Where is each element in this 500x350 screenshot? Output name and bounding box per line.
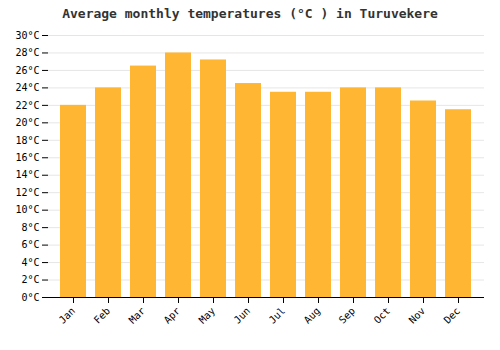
svg-text:4°C: 4°C — [21, 257, 39, 268]
svg-text:0°C: 0°C — [21, 292, 39, 303]
svg-text:2°C: 2°C — [21, 274, 39, 285]
html-text:Average monthly temperatures (: Average monthly temperatures (°C ) in Tu… — [62, 6, 438, 21]
svg-text:6°C: 6°C — [21, 239, 39, 250]
svg-text:16°C: 16°C — [15, 152, 39, 163]
svg-text:Mar: Mar — [127, 305, 148, 326]
svg-text:26°C: 26°C — [15, 65, 39, 76]
svg-text:Aug: Aug — [302, 305, 323, 326]
svg-text:Feb: Feb — [92, 305, 113, 326]
svg-text:Jan: Jan — [57, 305, 78, 326]
svg-text:18°C: 18°C — [15, 135, 39, 146]
svg-text:Dec: Dec — [442, 305, 463, 326]
svg-text:22°C: 22°C — [15, 100, 39, 111]
svg-text:12°C: 12°C — [15, 187, 39, 198]
svg-text:10°C: 10°C — [15, 204, 39, 215]
svg-text:Oct: Oct — [372, 305, 393, 326]
svg-text:14°C: 14°C — [15, 169, 39, 180]
svg-text:Nov: Nov — [407, 305, 428, 326]
svg-text:24°C: 24°C — [15, 82, 39, 93]
svg-text:Apr: Apr — [162, 305, 183, 326]
svg-text:Jun: Jun — [232, 305, 253, 326]
svg-text:28°C: 28°C — [15, 47, 39, 58]
svg-text:30°C: 30°C — [15, 30, 39, 41]
svg-text:20°C: 20°C — [15, 117, 39, 128]
svg-text:8°C: 8°C — [21, 222, 39, 233]
svg-text:Jul: Jul — [267, 305, 288, 326]
svg-text:Sep: Sep — [337, 305, 358, 326]
svg-text:May: May — [197, 305, 218, 326]
